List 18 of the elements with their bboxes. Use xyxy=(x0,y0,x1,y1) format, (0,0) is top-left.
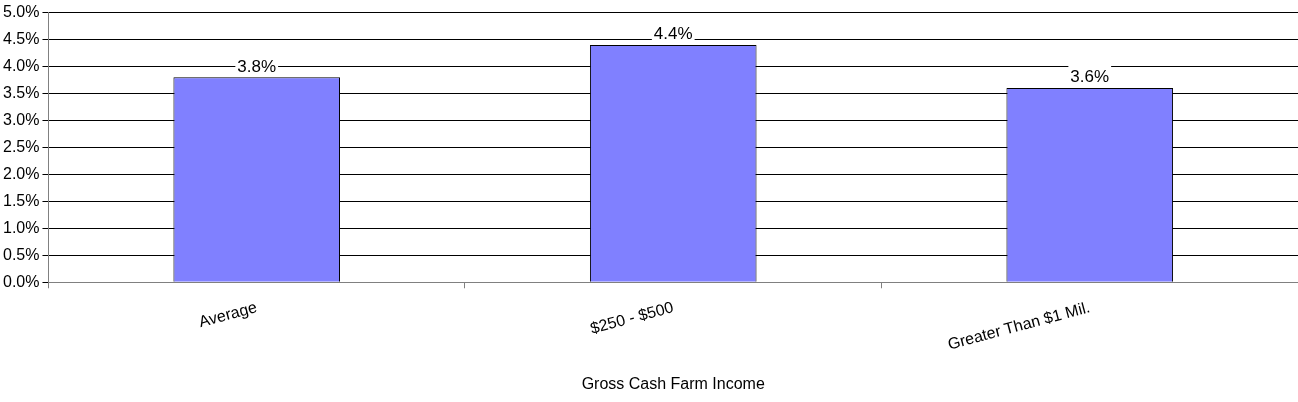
y-tick-label: 2.5% xyxy=(3,137,40,155)
y-tick-label: 5.0% xyxy=(3,3,40,21)
y-tick-label: 0.5% xyxy=(3,245,40,263)
y-tick-label: 1.0% xyxy=(3,218,40,236)
y-tick-label: 4.0% xyxy=(3,56,40,74)
x-tick-label: Average xyxy=(196,298,259,331)
y-tick-label: 4.5% xyxy=(3,29,40,47)
x-axis-title: Gross Cash Farm Income xyxy=(581,374,765,392)
x-tick-label: Greater Than $1 Mil. xyxy=(945,298,1092,353)
data-label: 4.4% xyxy=(653,24,693,44)
y-tick-label: 0.0% xyxy=(3,272,40,290)
y-tick-label: 3.0% xyxy=(3,110,40,128)
data-label: 3.8% xyxy=(237,56,277,76)
y-tick-label: 2.0% xyxy=(3,164,40,182)
data-label: 3.6% xyxy=(1070,67,1110,87)
y-tick-label: 3.5% xyxy=(3,83,40,101)
x-tick-label: $250 - $500 xyxy=(588,298,676,337)
y-tick-label: 1.5% xyxy=(3,191,40,209)
